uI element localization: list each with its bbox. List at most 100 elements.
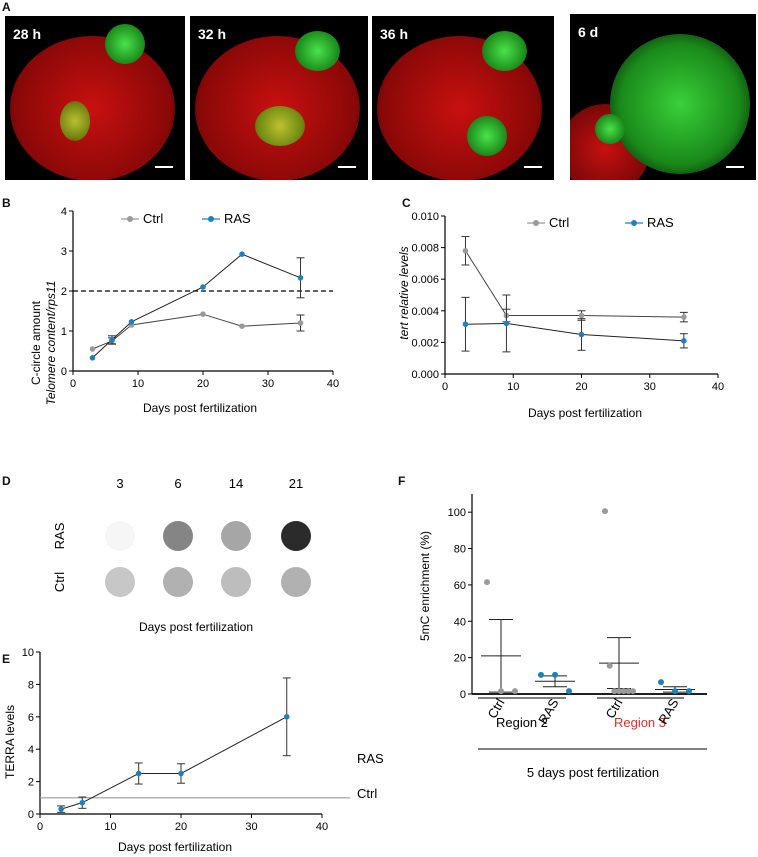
data-point <box>89 355 96 361</box>
region-label-3: Region 3 <box>614 715 666 730</box>
data-point <box>297 320 304 326</box>
data-point <box>606 662 613 669</box>
legend-marker-ras <box>208 216 214 222</box>
x-tick-label: 40 <box>712 381 724 393</box>
x-tick-label: 20 <box>175 821 187 833</box>
data-point <box>616 688 622 695</box>
data-point <box>79 799 86 806</box>
x-tick-label: 30 <box>644 381 656 393</box>
data-point <box>602 508 608 515</box>
series-line <box>61 716 287 810</box>
dot <box>281 521 311 551</box>
data-point <box>566 688 572 695</box>
x-tick-label: 0 <box>442 381 448 393</box>
y-tick-label: 4 <box>61 206 67 218</box>
data-point <box>283 714 290 720</box>
y-tick-label: 0.000 <box>411 369 439 381</box>
y-tick-label: 40 <box>454 616 466 628</box>
scale-bar <box>338 166 356 168</box>
y-tick-label: 6 <box>28 712 34 724</box>
data-point <box>686 688 692 695</box>
chart-terra-levels: TERRA levels Days post fertilization RAS… <box>3 647 384 854</box>
series-label-ras: RAS <box>357 751 384 766</box>
row-label: Ctrl <box>52 572 67 592</box>
y-tick-label: 2 <box>61 286 67 298</box>
x-axis-label: Days post fertilization <box>143 401 257 415</box>
data-point <box>200 311 206 317</box>
panel-letter-b: B <box>2 196 11 210</box>
data-point <box>503 320 510 327</box>
micrograph-28h: 28 h <box>5 16 185 180</box>
panel-letter-c: C <box>402 196 411 210</box>
data-point <box>135 770 142 777</box>
dot <box>221 567 251 597</box>
y-tick-label: 80 <box>454 544 466 556</box>
x-tick-label: 10 <box>132 378 144 390</box>
micrograph-time-label: 28 h <box>13 26 42 42</box>
panel-letter-e: E <box>2 652 11 666</box>
x-tick-label: 10 <box>507 381 519 393</box>
data-point <box>681 314 687 320</box>
data-point <box>658 679 664 686</box>
x-tick-label: 0 <box>70 378 76 390</box>
dot <box>105 567 135 597</box>
scale-bar <box>155 166 173 168</box>
y-tick-label: 3 <box>61 246 67 258</box>
lane-label: 6 <box>174 476 181 491</box>
panel-letter-f: F <box>398 474 406 488</box>
legend-label-ras: RAS <box>647 215 674 230</box>
x-tick-label: 30 <box>262 378 274 390</box>
data-point <box>681 338 687 344</box>
x-tick-label: 30 <box>245 821 257 833</box>
legend-marker-ctrl <box>533 220 539 226</box>
data-point <box>200 284 206 290</box>
data-point <box>89 346 96 352</box>
dot <box>281 567 311 597</box>
legend-label-ctrl: Ctrl <box>143 211 163 226</box>
y-tick-label: 10 <box>22 647 34 659</box>
dot <box>163 567 193 597</box>
series-line <box>92 253 301 359</box>
x-tick-label: 40 <box>316 821 328 833</box>
micrograph-time-label: 32 h <box>198 26 227 42</box>
data-point <box>462 321 469 328</box>
dot <box>221 521 251 551</box>
micrograph-6d: 6 d <box>570 14 756 180</box>
y-tick-label: 100 <box>448 507 466 519</box>
micrograph-time-label: 36 h <box>380 26 409 42</box>
x-axis-label: Days post fertilization <box>139 620 253 634</box>
data-point <box>611 688 618 695</box>
series-line <box>465 250 684 318</box>
y-tick-label: 0 <box>460 689 466 701</box>
dot <box>163 521 193 551</box>
y-tick-label: 0.008 <box>411 243 439 255</box>
data-point <box>178 770 184 777</box>
y-tick-label: 2 <box>28 777 34 789</box>
y-tick-label: 1 <box>61 326 67 338</box>
data-point <box>625 688 632 695</box>
data-point <box>512 688 518 695</box>
panel-letter-a: A <box>2 0 11 14</box>
x-axis-label: Days post fertilization <box>528 406 642 420</box>
y-tick-label: 60 <box>454 580 466 592</box>
legend-label-ctrl: Ctrl <box>549 215 569 230</box>
y-tick-label: 0.004 <box>411 306 439 318</box>
legend: Ctrl RAS <box>121 211 251 226</box>
data-point <box>58 806 64 812</box>
x-axis-label: Days post fertilization <box>118 840 232 854</box>
data-point <box>128 319 135 325</box>
y-tick-label: 8 <box>28 679 34 691</box>
legend-marker-ras <box>631 220 637 226</box>
dot <box>105 521 135 551</box>
y-tick-label: 0 <box>28 809 34 821</box>
lane-label: 21 <box>289 476 303 491</box>
data-point <box>484 579 490 586</box>
data-point <box>538 671 544 678</box>
data-point <box>672 688 678 695</box>
scale-bar <box>524 166 542 168</box>
scale-bar <box>726 166 744 168</box>
lane-label: 14 <box>229 476 243 491</box>
y-axis-label: TERRA levels <box>3 705 17 779</box>
panel-letter-d: D <box>2 474 11 488</box>
group-label: RAS <box>655 696 682 727</box>
